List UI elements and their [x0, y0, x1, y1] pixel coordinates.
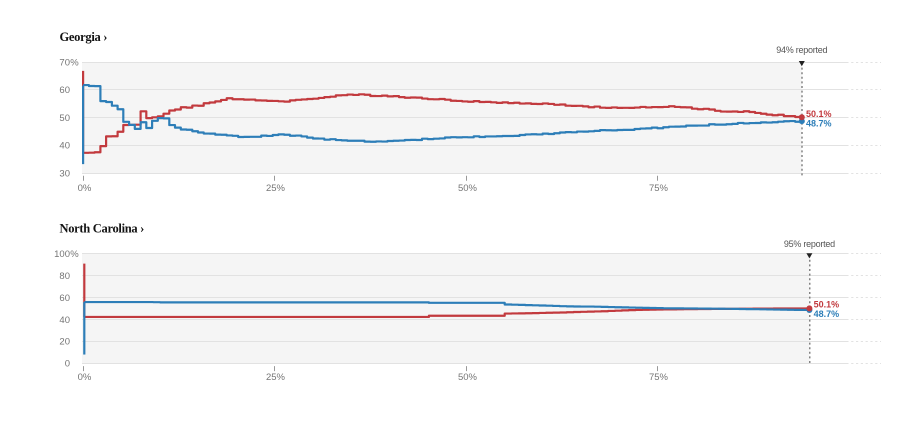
svg-text:%: %	[70, 57, 79, 68]
svg-text:48.7%: 48.7%	[806, 118, 832, 128]
svg-text:95% reported: 95% reported	[784, 239, 835, 249]
svg-text:48.7%: 48.7%	[814, 309, 840, 319]
svg-text:25%: 25%	[266, 372, 286, 383]
svg-text:0: 0	[65, 359, 70, 370]
svg-text:0%: 0%	[78, 183, 92, 194]
svg-text:50%: 50%	[458, 372, 478, 383]
svg-text:100: 100	[54, 249, 70, 260]
svg-text:20: 20	[59, 337, 70, 348]
svg-text:%: %	[70, 249, 79, 260]
svg-text:40: 40	[59, 315, 70, 326]
svg-text:94% reported: 94% reported	[776, 45, 827, 55]
svg-text:60: 60	[59, 85, 70, 96]
svg-text:50.1%: 50.1%	[814, 299, 840, 309]
svg-text:30: 30	[59, 168, 70, 179]
svg-text:70: 70	[59, 57, 70, 68]
svg-text:50%: 50%	[458, 183, 478, 194]
svg-text:75%: 75%	[649, 372, 669, 383]
svg-text:0%: 0%	[78, 372, 92, 383]
svg-text:75%: 75%	[649, 183, 669, 194]
svg-text:50: 50	[59, 113, 70, 124]
svg-text:North Carolina ›: North Carolina ›	[60, 221, 145, 235]
svg-text:60: 60	[59, 293, 70, 304]
svg-text:50.1%: 50.1%	[806, 109, 832, 119]
svg-text:80: 80	[59, 271, 70, 282]
svg-text:Georgia ›: Georgia ›	[60, 30, 108, 44]
svg-text:40: 40	[59, 141, 70, 152]
svg-text:25%: 25%	[266, 183, 286, 194]
